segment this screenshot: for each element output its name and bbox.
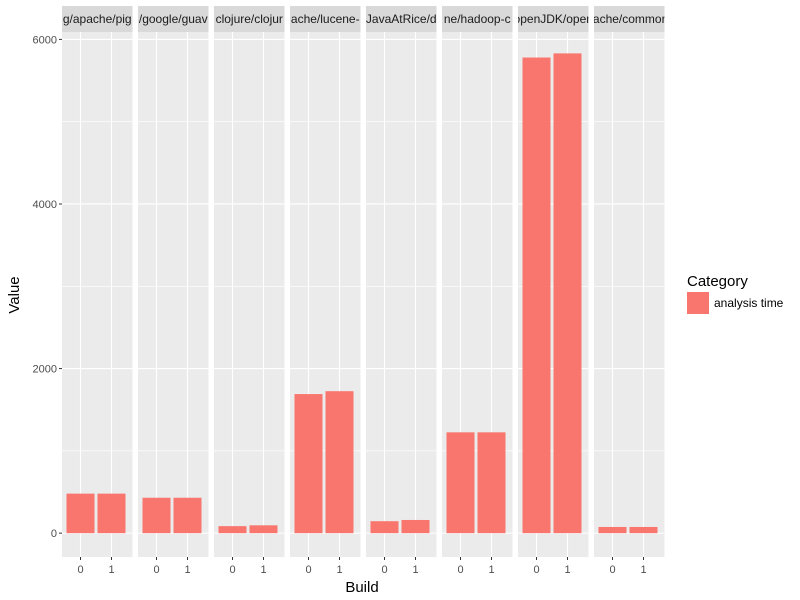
facet-label: ache/lucene- [291, 12, 360, 26]
y-tick-label: 4000 [33, 199, 57, 211]
x-tick-label: 0 [153, 564, 159, 576]
facet-label: ache/commor [593, 12, 666, 26]
bar [598, 526, 627, 534]
x-tick-label: 1 [412, 564, 418, 576]
panel-background [62, 32, 133, 557]
facet-strip [62, 6, 133, 32]
x-tick-label: 0 [533, 564, 539, 576]
bar [66, 493, 95, 534]
facet-panel: ache/lucene- 0 1 [290, 6, 361, 576]
panel-background [138, 32, 209, 557]
x-tick-label: 1 [260, 564, 266, 576]
panel-background [214, 32, 285, 557]
x-tick-label: 1 [108, 564, 114, 576]
panel-background [366, 32, 437, 557]
x-tick-label: 1 [336, 564, 342, 576]
y-axis: 0 2000 4000 6000 [33, 34, 62, 540]
x-tick-label: 0 [229, 564, 235, 576]
facet-label: g/apache/pig [63, 12, 132, 26]
bar [294, 394, 323, 534]
facet-panel: ache/commor 0 1 [593, 6, 666, 576]
legend-key-analysis-time [687, 292, 709, 314]
facet-panel: g/apache/pig 0 1 [62, 6, 133, 576]
x-tick-label: 0 [381, 564, 387, 576]
x-tick-label: 0 [457, 564, 463, 576]
x-tick-label: 0 [77, 564, 83, 576]
facet-panel: ne/hadoop-c 0 1 [442, 6, 513, 576]
y-tick-label: 0 [51, 528, 57, 540]
bar [401, 519, 430, 534]
panel-background [594, 32, 665, 557]
facet-label: JavaAtRice/d [366, 12, 437, 26]
bar [173, 497, 202, 534]
facet-panel: openJDK/open 0 1 [514, 6, 593, 576]
legend-title: Category [687, 273, 748, 290]
bar [370, 521, 399, 534]
bar [142, 497, 171, 534]
bar [553, 53, 582, 534]
y-axis-title: Value [6, 276, 23, 313]
bar [446, 432, 475, 534]
facet-label: clojure/clojur [216, 12, 283, 26]
facet-label: openJDK/open [514, 12, 593, 26]
facet-panel: clojure/clojur 0 1 [214, 6, 285, 576]
bar [477, 432, 506, 534]
x-axis-title: Build [345, 579, 378, 596]
y-tick-label: 6000 [33, 34, 57, 46]
facet-strip [366, 6, 437, 32]
x-tick-label: 0 [609, 564, 615, 576]
x-tick-label: 1 [640, 564, 646, 576]
facet-strip [518, 6, 589, 32]
facet-strip [442, 6, 513, 32]
x-tick-label: 0 [305, 564, 311, 576]
facet-strip [214, 6, 285, 32]
x-tick-label: 1 [184, 564, 190, 576]
facet-label: ne/hadoop-c [444, 12, 511, 26]
x-tick-label: 1 [564, 564, 570, 576]
facet-strip [290, 6, 361, 32]
bar [218, 526, 247, 534]
facet-strip [138, 6, 209, 32]
bar [522, 57, 551, 534]
bar [97, 493, 126, 534]
facet-label: /google/guav [139, 12, 208, 26]
bar [249, 525, 278, 534]
facet-panel: /google/guav 0 1 [138, 6, 209, 576]
legend-label-analysis-time: analysis time [714, 296, 784, 310]
y-tick-label: 2000 [33, 364, 57, 376]
bar [325, 391, 354, 534]
x-tick-label: 1 [488, 564, 494, 576]
facet-panel: JavaAtRice/d 0 1 [366, 6, 437, 576]
legend: Category analysis time [687, 273, 784, 314]
bar [629, 526, 658, 534]
facet-strip [594, 6, 665, 32]
